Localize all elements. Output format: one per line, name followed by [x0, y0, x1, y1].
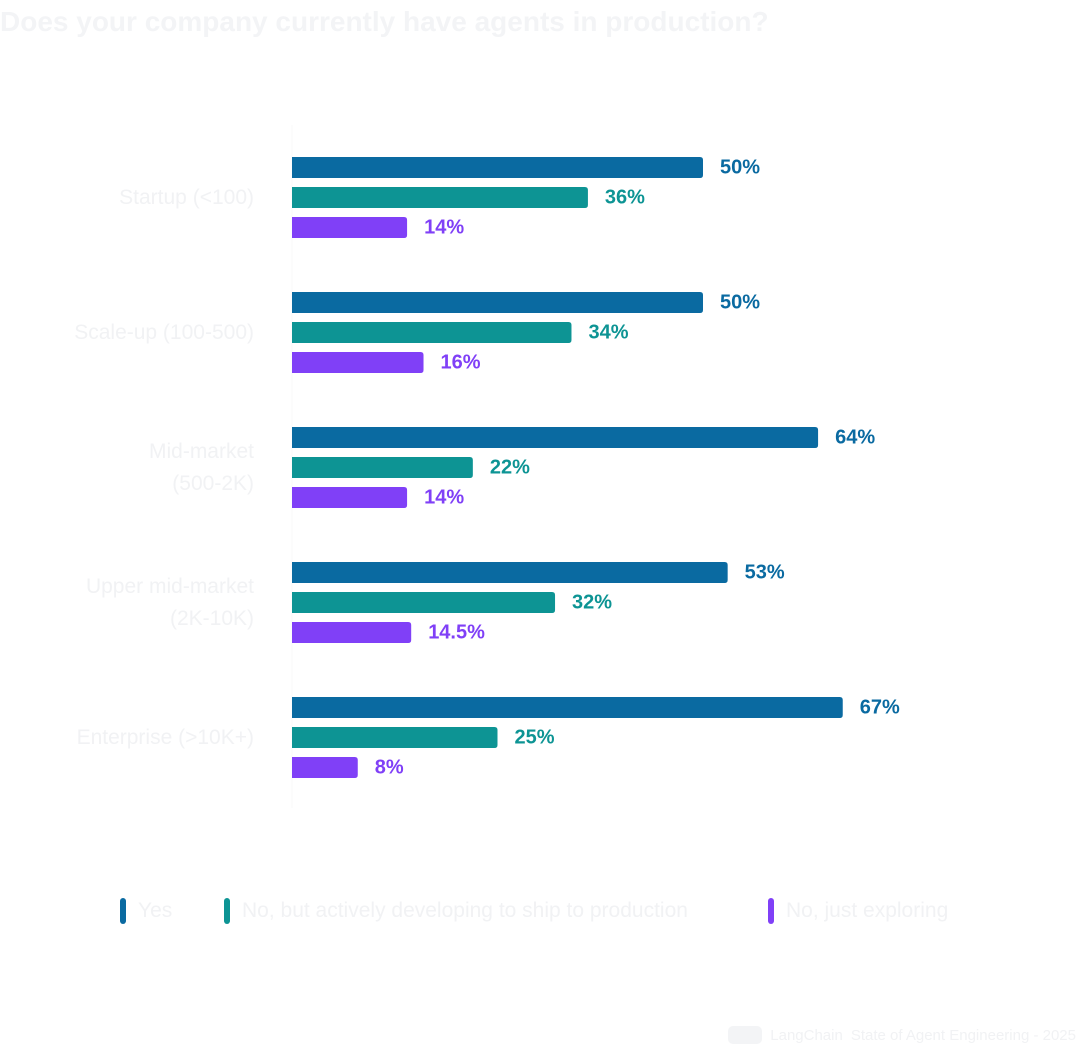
category-label-2-line-1: (500-2K) — [172, 472, 254, 495]
category-label-3-line-1: (2K-10K) — [170, 607, 254, 630]
data-label-2-2: 14% — [424, 487, 464, 509]
bar-4-1 — [292, 727, 498, 748]
legend-swatch-developing — [224, 898, 230, 924]
category-label-4: Enterprise (>10K+) — [77, 726, 254, 749]
data-label-4-2: 8% — [375, 757, 404, 779]
bar-1-1 — [292, 322, 572, 343]
data-label-1-1: 34% — [588, 322, 628, 344]
data-label-2-0: 64% — [835, 427, 875, 449]
data-label-4-0: 67% — [860, 697, 900, 719]
bar-2-1 — [292, 457, 473, 478]
legend-label-developing: No, but actively developing to ship to p… — [242, 899, 688, 922]
bar-2-2 — [292, 487, 408, 508]
legend-label-yes: Yes — [138, 899, 173, 922]
data-label-3-2: 14.5% — [428, 622, 485, 644]
category-label-2-line-0: Mid-market — [149, 440, 254, 463]
data-label-3-0: 53% — [745, 562, 785, 584]
data-label-0-2: 14% — [424, 217, 464, 239]
bar-3-2 — [292, 622, 412, 643]
bar-0-1 — [292, 187, 588, 208]
category-label-3-line-0: Upper mid-market — [86, 575, 254, 598]
legend-item-yes: Yes — [120, 898, 172, 924]
data-label-0-1: 36% — [605, 187, 645, 209]
category-label-1: Scale-up (100-500) — [74, 321, 254, 344]
footer: LangChain State of Agent Engineering - 2… — [728, 1026, 1076, 1044]
legend: Yes No, but actively developing to ship … — [0, 898, 1080, 928]
legend-label-exploring: No, just exploring — [786, 899, 949, 922]
data-label-2-1: 22% — [490, 457, 530, 479]
bar-0-2 — [292, 217, 408, 238]
data-label-0-0: 50% — [720, 157, 760, 179]
bars-layer: Startup (<100) 50% 36% 14% Scale-up (100-500… — [74, 157, 900, 779]
legend-swatch-yes — [120, 898, 126, 924]
bar-4-2 — [292, 757, 358, 778]
legend-item-exploring: No, just exploring — [768, 898, 948, 924]
data-label-4-1: 25% — [515, 727, 555, 749]
legend-swatch-exploring — [768, 898, 774, 924]
bar-3-0 — [292, 562, 728, 583]
bar-4-0 — [292, 697, 843, 718]
footer-brand: LangChain — [770, 1026, 843, 1044]
langchain-logo-icon — [728, 1026, 763, 1044]
bar-3-1 — [292, 592, 556, 613]
data-label-1-2: 16% — [441, 352, 481, 374]
legend-item-developing: No, but actively developing to ship to p… — [224, 898, 688, 924]
data-label-3-1: 32% — [572, 592, 612, 614]
chart-title: Does your company currently have agents … — [0, 6, 769, 37]
bar-2-0 — [292, 427, 819, 448]
bar-1-0 — [292, 292, 703, 313]
bar-0-0 — [292, 157, 703, 178]
bar-1-2 — [292, 352, 424, 373]
category-label-0: Startup (<100) — [119, 186, 254, 209]
footer-text: State of Agent Engineering - 2025 — [850, 1026, 1076, 1044]
data-label-1-0: 50% — [720, 292, 760, 314]
